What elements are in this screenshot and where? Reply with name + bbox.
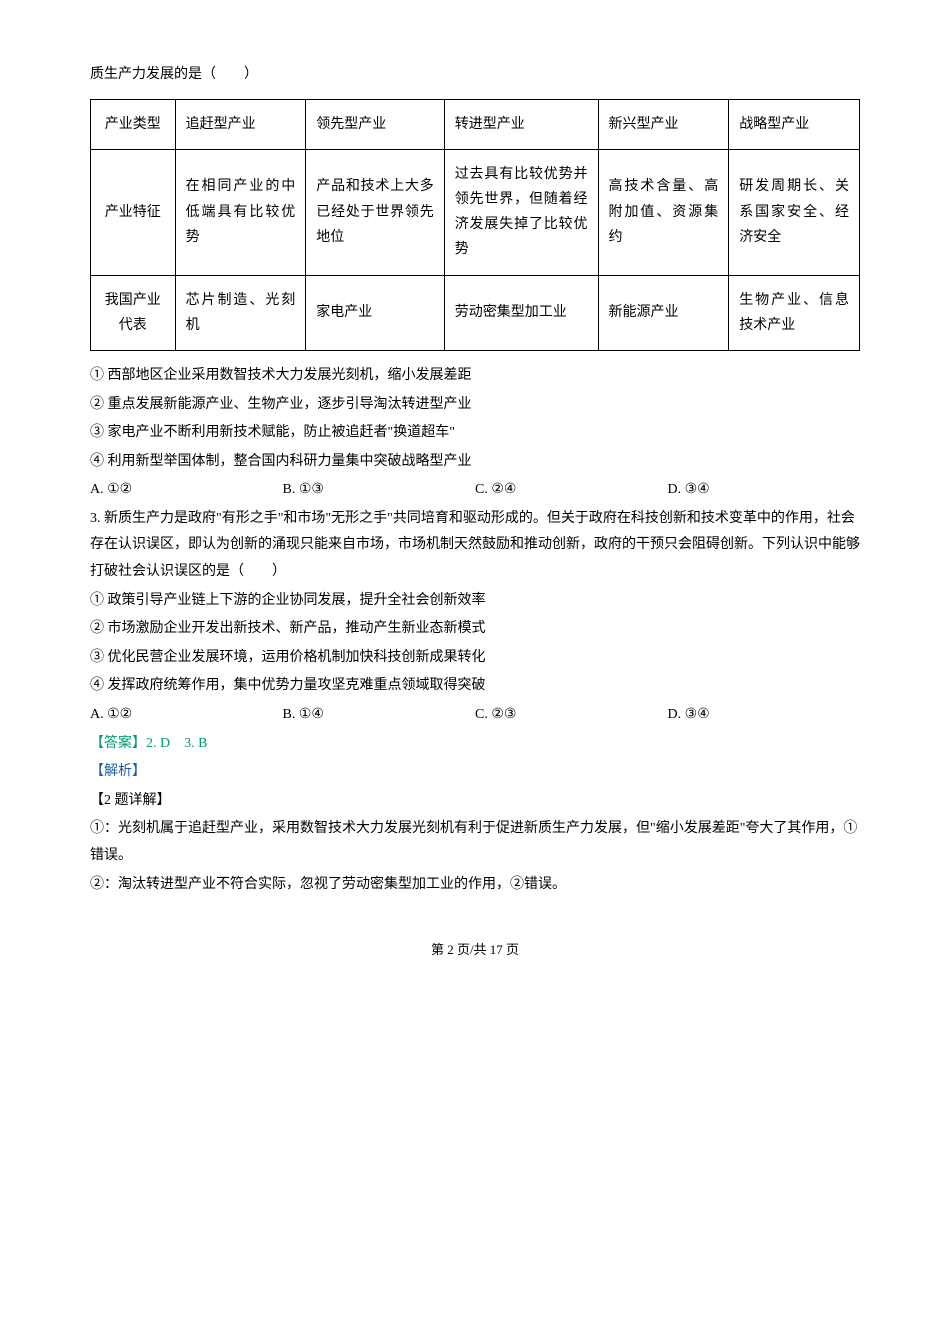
analysis-label: 【解析】 [90,759,860,786]
table-cell: 芯片制造、光刻机 [175,275,306,350]
q3-options: A. ①② B. ①④ C. ②③ D. ③④ [90,702,860,729]
q3-statement: ④ 发挥政府统筹作用，集中优势力量攻坚克难重点领域取得突破 [90,673,860,700]
q2-statement: ④ 利用新型举国体制，整合国内科研力量集中突破战略型产业 [90,449,860,476]
q2-statement: ③ 家电产业不断利用新技术赋能，防止被追赶者"换道超车" [90,420,860,447]
q2-opt-a: A. ①② [90,477,283,504]
q3-statement: ② 市场激励企业开发出新技术、新产品，推动产生新业态新模式 [90,616,860,643]
table-cell: 产品和技术上大多已经处于世界领先地位 [306,149,444,275]
table-cell: 劳动密集型加工业 [444,275,598,350]
table-cell: 生物产业、信息技术产业 [729,275,860,350]
table-cell: 我国产业代表 [91,275,176,350]
q2-detail-label: 【2 题详解】 [90,788,860,815]
table-cell: 过去具有比较优势并领先世界，但随着经济发展失掉了比较优势 [444,149,598,275]
table-header-cell: 新兴型产业 [598,99,729,149]
table-header-cell: 战略型产业 [729,99,860,149]
table-header-cell: 转进型产业 [444,99,598,149]
question-3: 3. 新质生产力是政府"有形之手"和市场"无形之手"共同培育和驱动形成的。但关于… [90,506,860,586]
table-cell: 在相同产业的中低端具有比较优势 [175,149,306,275]
q2-opt-c: C. ②④ [475,477,668,504]
table-cell: 高技术含量、高附加值、资源集约 [598,149,729,275]
q3-opt-b: B. ①④ [283,702,476,729]
q2-detail-2: ②：淘汰转进型产业不符合实际，忽视了劳动密集型加工业的作用，②错误。 [90,872,860,899]
table-header-cell: 产业类型 [91,99,176,149]
q2-statement: ② 重点发展新能源产业、生物产业，逐步引导淘汰转进型产业 [90,392,860,419]
answer: 【答案】2. D 3. B [90,731,860,758]
q2-opt-d: D. ③④ [668,477,861,504]
q3-opt-a: A. ①② [90,702,283,729]
page-footer: 第 2 页/共 17 页 [90,938,860,963]
table-cell: 新能源产业 [598,275,729,350]
q2-statement: ① 西部地区企业采用数智技术大力发展光刻机，缩小发展差距 [90,363,860,390]
q3-statement: ① 政策引导产业链上下游的企业协同发展，提升全社会创新效率 [90,588,860,615]
question-lead: 质生产力发展的是（ ） [90,62,860,89]
q3-opt-c: C. ②③ [475,702,668,729]
table-cell: 产业特征 [91,149,176,275]
table-cell: 家电产业 [306,275,444,350]
table-header-cell: 追赶型产业 [175,99,306,149]
q3-statement: ③ 优化民营企业发展环境，运用价格机制加快科技创新成果转化 [90,645,860,672]
q2-detail-1: ①：光刻机属于追赶型产业，采用数智技术大力发展光刻机有利于促进新质生产力发展，但… [90,816,860,869]
industry-table: 产业类型追赶型产业领先型产业转进型产业新兴型产业战略型产业产业特征在相同产业的中… [90,99,860,351]
q3-opt-d: D. ③④ [668,702,861,729]
q2-opt-b: B. ①③ [283,477,476,504]
table-header-cell: 领先型产业 [306,99,444,149]
table-cell: 研发周期长、关系国家安全、经济安全 [729,149,860,275]
q2-options: A. ①② B. ①③ C. ②④ D. ③④ [90,477,860,504]
